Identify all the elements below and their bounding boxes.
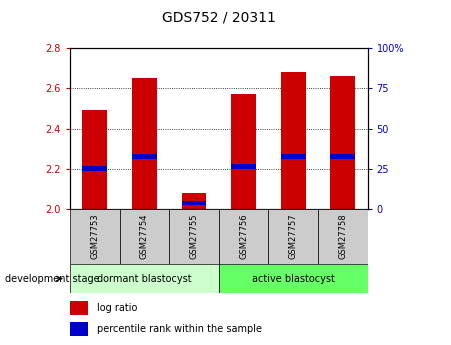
- Bar: [330, 76, 355, 209]
- Bar: [169, 209, 219, 264]
- Bar: [281, 72, 305, 209]
- Text: GSM27753: GSM27753: [90, 213, 99, 259]
- Bar: [181, 193, 206, 209]
- Bar: [132, 154, 157, 159]
- Bar: [70, 301, 88, 315]
- Text: GSM27754: GSM27754: [140, 213, 149, 259]
- Text: GSM27757: GSM27757: [289, 213, 298, 259]
- Text: percentile rank within the sample: percentile rank within the sample: [97, 324, 262, 334]
- Bar: [231, 95, 256, 209]
- Text: dormant blastocyst: dormant blastocyst: [97, 274, 192, 284]
- Bar: [318, 209, 368, 264]
- Text: GSM27755: GSM27755: [189, 213, 198, 259]
- Bar: [330, 154, 355, 159]
- Text: GSM27756: GSM27756: [239, 213, 248, 259]
- Bar: [120, 209, 169, 264]
- Bar: [281, 154, 305, 159]
- Text: development stage: development stage: [5, 274, 99, 284]
- Bar: [70, 264, 219, 293]
- Bar: [132, 78, 157, 209]
- Bar: [231, 165, 256, 169]
- Bar: [181, 200, 206, 205]
- Bar: [82, 110, 107, 209]
- Bar: [82, 166, 107, 171]
- Text: GDS752 / 20311: GDS752 / 20311: [162, 10, 276, 24]
- Bar: [70, 209, 120, 264]
- Bar: [268, 209, 318, 264]
- Bar: [70, 322, 88, 336]
- Bar: [219, 264, 368, 293]
- Text: log ratio: log ratio: [97, 303, 137, 313]
- Text: GSM27758: GSM27758: [338, 213, 347, 259]
- Text: active blastocyst: active blastocyst: [252, 274, 335, 284]
- Bar: [219, 209, 268, 264]
